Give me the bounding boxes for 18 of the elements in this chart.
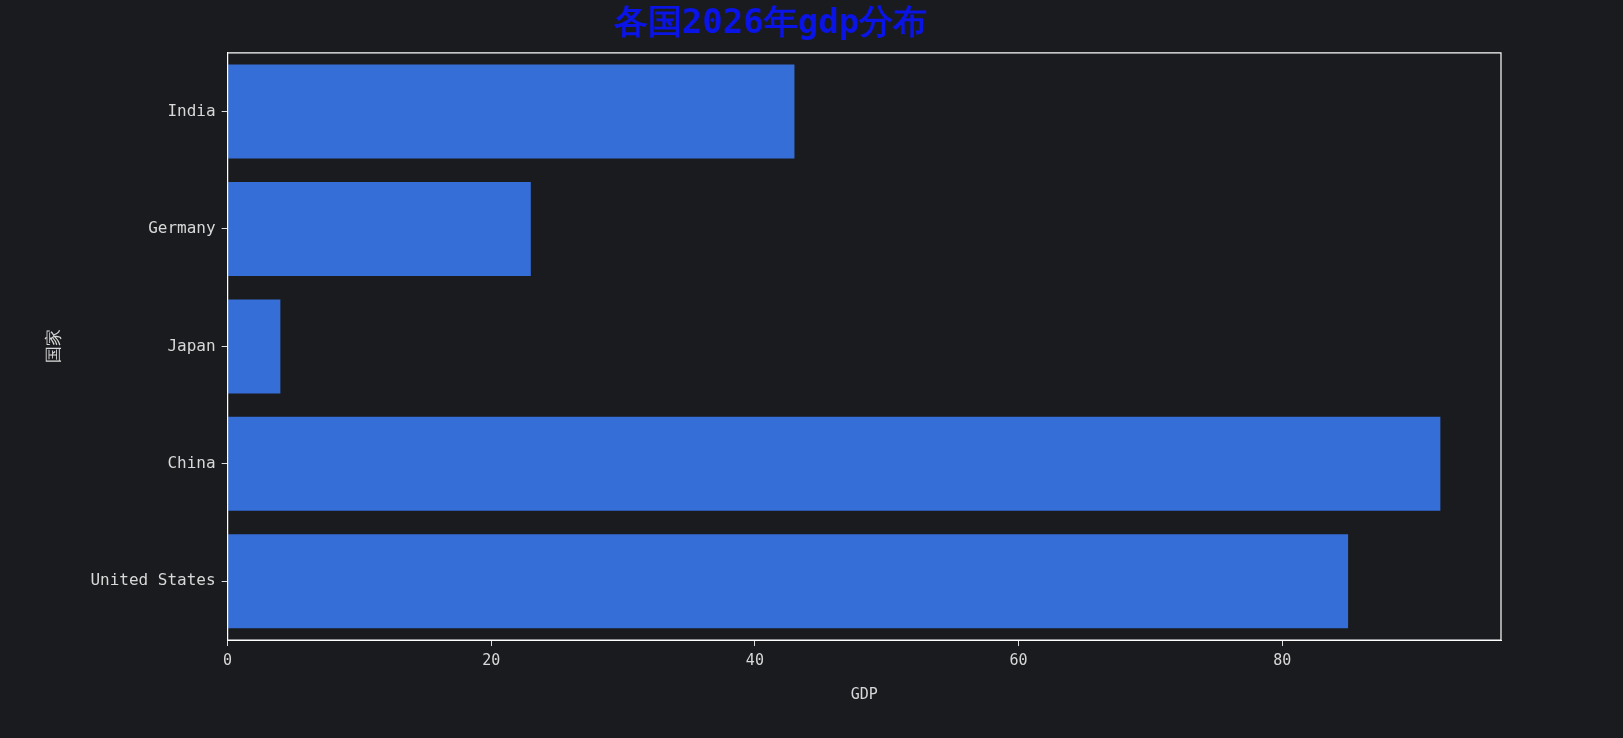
y-tick-label: China <box>167 453 216 472</box>
chart-title: 各国2026年gdp分布 <box>612 1 928 42</box>
y-tick-label: Japan <box>167 335 216 355</box>
y-tick-label: India <box>167 100 216 120</box>
bar <box>228 534 1349 629</box>
bar <box>228 416 1441 511</box>
bar <box>228 181 531 276</box>
x-tick-label: 60 <box>1009 650 1028 669</box>
x-tick-label: 20 <box>482 650 501 669</box>
y-tick-label: United States <box>90 570 216 590</box>
y-tick-label: Germany <box>148 218 216 238</box>
bar <box>228 299 281 394</box>
x-tick-label: 80 <box>1273 650 1292 669</box>
bar <box>228 64 795 159</box>
x-axis-title: GDP <box>850 684 878 703</box>
x-tick-label: 40 <box>745 650 764 669</box>
y-axis-title: 国家 <box>42 329 63 364</box>
x-tick-label: 0 <box>223 650 233 669</box>
